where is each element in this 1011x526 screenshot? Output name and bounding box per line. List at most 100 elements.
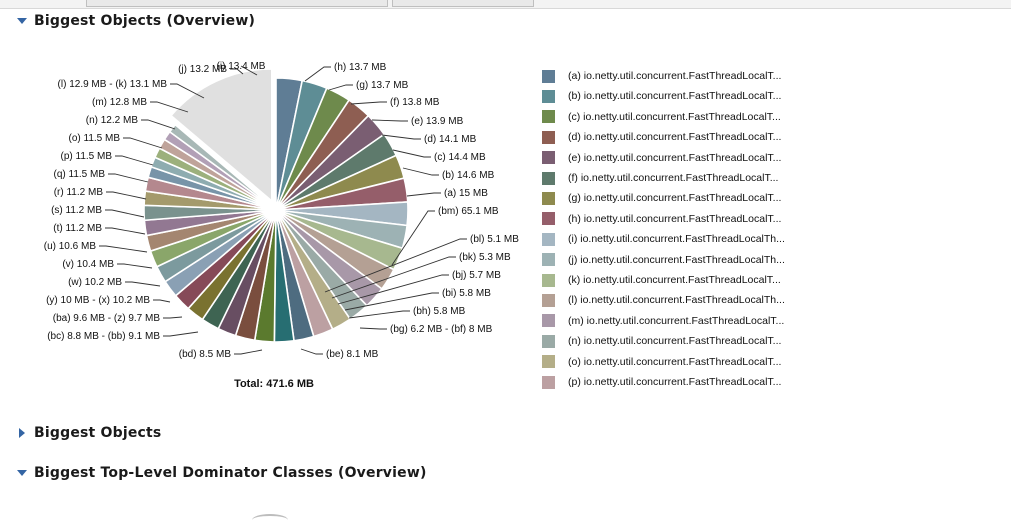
callout-leaders xyxy=(99,65,467,355)
callout-label: (t) 11.2 MB xyxy=(53,223,102,234)
legend-label: (n) io.netty.util.concurrent.FastThreadL… xyxy=(568,335,782,348)
legend-item[interactable]: (g) io.netty.util.concurrent.FastThreadL… xyxy=(542,190,812,206)
legend-item[interactable]: (a) io.netty.util.concurrent.FastThreadL… xyxy=(542,68,812,84)
legend-item[interactable]: (m) io.netty.util.concurrent.FastThreadL… xyxy=(542,313,812,329)
callout-leader-line xyxy=(337,274,449,305)
callout-label: (a) 15 MB xyxy=(444,188,488,199)
legend-label: (l) io.netty.util.concurrent.FastThreadL… xyxy=(568,294,785,307)
legend-item[interactable]: (c) io.netty.util.concurrent.FastThreadL… xyxy=(542,109,812,125)
callout-label: (b) 14.6 MB xyxy=(442,170,495,181)
callout-label: (l) 12.9 MB - (k) 13.1 MB xyxy=(58,79,168,90)
legend-swatch xyxy=(542,69,555,83)
callout-leader-line xyxy=(359,327,387,330)
section-biggest-objects[interactable]: Biggest Objects xyxy=(16,423,161,443)
legend-item[interactable]: (j) io.netty.util.concurrent.FastThreadL… xyxy=(542,252,812,268)
legend-label: (p) io.netty.util.concurrent.FastThreadL… xyxy=(568,376,782,388)
legend-label: (b) io.netty.util.concurrent.FastThreadL… xyxy=(568,90,782,103)
legend-swatch xyxy=(542,293,555,307)
callout-leader-line xyxy=(141,119,176,130)
callout-label: (p) 11.5 MB xyxy=(61,151,113,162)
expanded-twistie-icon[interactable] xyxy=(16,467,28,479)
callout-label: (ba) 9.6 MB - (z) 9.7 MB xyxy=(53,313,161,324)
callout-leader-line xyxy=(123,137,163,149)
callout-label: (j) 13.2 MB xyxy=(178,64,227,75)
callout-leader-line xyxy=(234,349,263,355)
section-title: Biggest Top-Level Dominator Classes (Ove… xyxy=(34,465,427,481)
section-biggest-objects-overview[interactable]: Biggest Objects (Overview) xyxy=(16,11,255,31)
legend-swatch xyxy=(542,314,555,328)
collapsed-twistie-icon[interactable] xyxy=(16,427,28,439)
pie-slice-bm[interactable] xyxy=(169,68,273,203)
callout-label: (f) 13.8 MB xyxy=(390,97,440,108)
callout-leader-line xyxy=(300,348,323,355)
callout-label: (u) 10.6 MB xyxy=(44,241,97,252)
callout-label: (c) 14.4 MB xyxy=(434,152,486,163)
callout-leader-line xyxy=(350,101,387,105)
callout-label: (o) 11.5 MB xyxy=(69,133,121,144)
callout-labels: (a) 15 MB (b) 14.6 MB (c) 14.4 MB (d) 14.1 … xyxy=(44,61,519,360)
callout-leader-line xyxy=(381,134,421,140)
callout-leader-line xyxy=(406,192,441,197)
legend-item[interactable]: (i) io.netty.util.concurrent.FastThreadL… xyxy=(542,231,812,247)
legend-label: (j) io.netty.util.concurrent.FastThreadL… xyxy=(568,253,785,266)
callout-leader-line xyxy=(163,316,183,319)
legend-swatch xyxy=(542,191,555,205)
legend-item[interactable]: (b) io.netty.util.concurrent.FastThreadL… xyxy=(542,88,812,104)
callout-leader-line xyxy=(115,155,154,166)
section-title: Biggest Objects xyxy=(34,425,162,441)
legend-swatch xyxy=(542,232,555,246)
callout-label: (y) 10 MB - (x) 10.2 MB xyxy=(46,295,150,306)
expanded-twistie-icon[interactable] xyxy=(16,15,28,27)
legend-item[interactable]: (l) io.netty.util.concurrent.FastThreadL… xyxy=(542,292,812,308)
legend-label: (h) io.netty.util.concurrent.FastThreadL… xyxy=(568,212,782,225)
pie-chart: (a) 15 MB (b) 14.6 MB (c) 14.4 MB (d) 14.1 … xyxy=(44,61,519,390)
editor-tab[interactable] xyxy=(392,0,534,7)
callout-label: (h) 13.7 MB xyxy=(334,62,387,73)
legend-item[interactable]: (o) io.netty.util.concurrent.FastThreadL… xyxy=(542,354,812,370)
callout-leader-line xyxy=(324,238,467,293)
pie-slices xyxy=(143,68,409,343)
section-biggest-dominator-classes-overview[interactable]: Biggest Top-Level Dominator Classes (Ove… xyxy=(16,463,427,483)
legend-item[interactable]: (d) io.netty.util.concurrent.FastThreadL… xyxy=(542,129,812,145)
legend-swatch xyxy=(542,212,555,226)
callout-leader-line xyxy=(304,66,331,82)
callout-leader-line xyxy=(108,173,149,183)
legend-label: (f) io.netty.util.concurrent.FastThreadL… xyxy=(568,172,779,184)
legend-label: (i) io.netty.util.concurrent.FastThreadL… xyxy=(568,233,785,246)
legend-item[interactable]: (e) io.netty.util.concurrent.FastThreadL… xyxy=(542,150,812,166)
callout-leader-line xyxy=(344,292,439,311)
legend-swatch xyxy=(542,253,555,267)
callout-leader-line xyxy=(150,101,189,113)
callout-leader-line xyxy=(230,68,244,75)
callout-leader-line xyxy=(99,245,148,253)
callout-leader-line xyxy=(240,65,258,76)
callout-label: (bc) 8.8 MB - (bb) 9.1 MB xyxy=(47,331,160,342)
editor-tab[interactable] xyxy=(86,0,388,7)
legend-label: (a) io.netty.util.concurrent.FastThreadL… xyxy=(568,70,782,82)
chart-total: Total: 471.6 MB xyxy=(234,378,314,390)
legend-item[interactable]: (h) io.netty.util.concurrent.FastThreadL… xyxy=(542,211,812,227)
callout-label: (r) 11.2 MB xyxy=(54,187,104,198)
legend-item[interactable]: (f) io.netty.util.concurrent.FastThreadL… xyxy=(542,170,812,186)
callout-leader-line xyxy=(371,119,408,122)
callout-leader-line xyxy=(106,191,147,200)
callout-label: (v) 10.4 MB xyxy=(62,259,114,270)
legend-swatch xyxy=(542,130,555,144)
legend-item[interactable]: (k) io.netty.util.concurrent.FastThreadL… xyxy=(542,272,812,288)
legend-item[interactable]: (p) io.netty.util.concurrent.FastThreadL… xyxy=(542,374,812,390)
callout-leader-line xyxy=(331,256,456,299)
callout-leader-line xyxy=(392,149,431,158)
callout-label: (bi) 5.8 MB xyxy=(442,288,491,299)
legend-item[interactable]: (n) io.netty.util.concurrent.FastThreadL… xyxy=(542,333,812,349)
legend-swatch xyxy=(542,355,555,369)
legend-swatch xyxy=(542,110,555,124)
callout-label: (bl) 5.1 MB xyxy=(470,234,519,245)
legend-label: (k) io.netty.util.concurrent.FastThreadL… xyxy=(568,274,781,286)
callout-leader-line xyxy=(153,299,171,303)
callout-leader-line xyxy=(163,331,199,337)
callout-label: (m) 12.8 MB xyxy=(92,97,147,108)
callout-label: (bd) 8.5 MB xyxy=(179,349,232,360)
legend-swatch xyxy=(542,334,555,348)
callout-label: (e) 13.9 MB xyxy=(411,116,464,127)
legend-swatch xyxy=(542,171,555,185)
